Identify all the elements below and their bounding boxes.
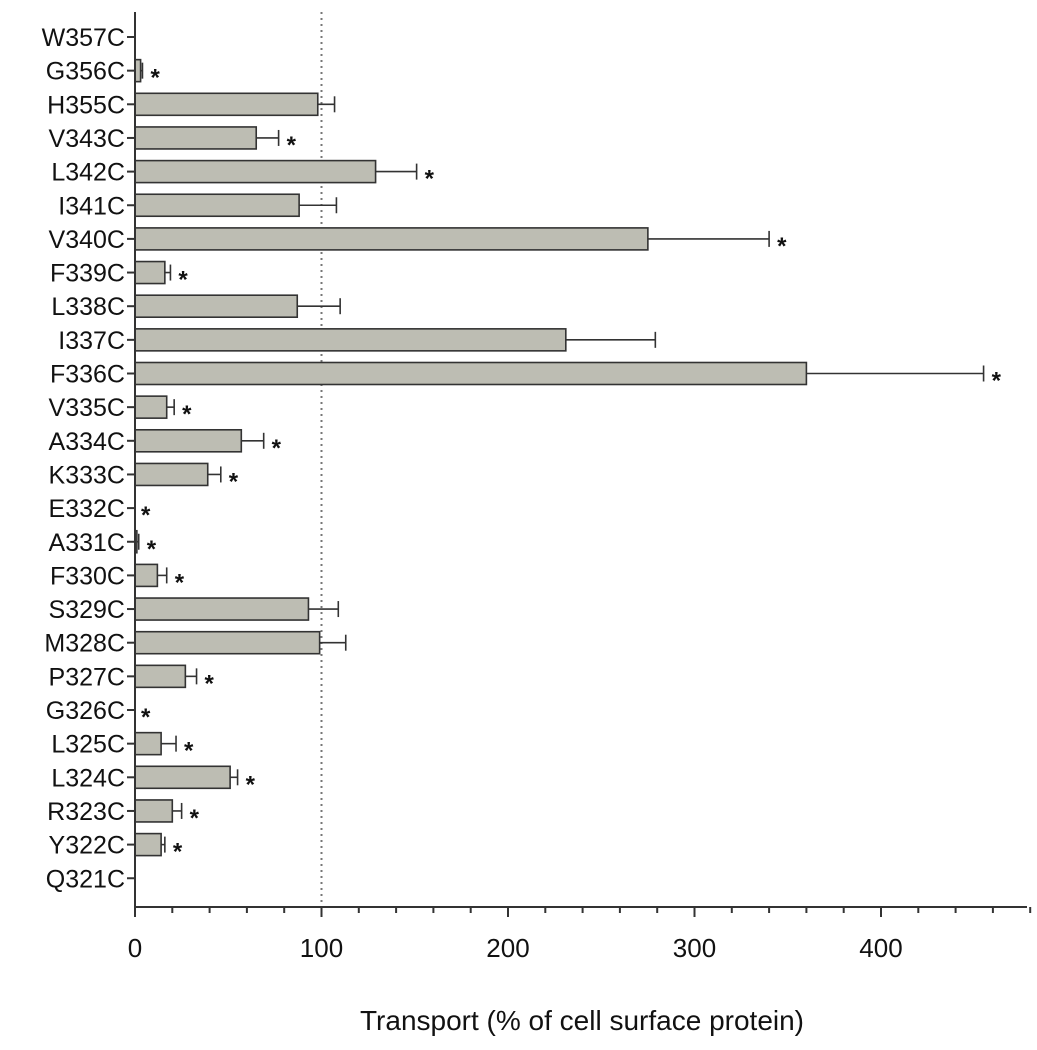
- bar-a334c: [134, 428, 243, 453]
- significance-star-v340c: *: [777, 233, 787, 260]
- x-tick-label-200: 200: [486, 933, 529, 963]
- category-label-p327c: P327C: [49, 663, 125, 691]
- bar-f330c: [134, 563, 159, 588]
- significance-star-l325c: *: [184, 738, 194, 765]
- bar-i337c: [134, 328, 567, 352]
- bar-v340c: [134, 227, 649, 251]
- significance-star-k333c: *: [229, 468, 239, 495]
- category-label-a334c: A334C: [49, 428, 125, 456]
- significance-star-f336c: *: [992, 368, 1002, 395]
- bar-y322c: [134, 832, 162, 857]
- category-label-l324c: L324C: [51, 764, 125, 792]
- bar-v343c: [134, 126, 258, 150]
- bar-v335c: [134, 395, 168, 419]
- category-label-g326c: G326C: [46, 697, 125, 725]
- category-label-l338c: L338C: [51, 293, 125, 321]
- significance-star-g326c: *: [141, 704, 151, 731]
- x-tick-label-100: 100: [300, 933, 343, 963]
- x-axis-title: Transport (% of cell surface protein): [360, 1005, 804, 1036]
- bar-r323c: [134, 799, 174, 823]
- category-label-f336c: F336C: [50, 361, 125, 389]
- bar-l324c: [134, 765, 231, 790]
- category-label-f330c: F330C: [50, 562, 125, 590]
- significance-star-e332c: *: [141, 502, 151, 529]
- bar-s329c: [134, 597, 310, 621]
- bar-l338c: [134, 294, 299, 319]
- bar-f339c: [134, 260, 166, 285]
- axis-layer: 0 100 200 300 400: [127, 12, 1032, 963]
- bar-h355c: [134, 92, 319, 117]
- significance-star-l342c: *: [425, 166, 435, 193]
- bar-f336c: [134, 361, 808, 386]
- category-labels-layer: W357C G356C H355C V343C L342C I341C V340C F339C…: [42, 24, 125, 893]
- x-tick-label-0: 0: [128, 933, 142, 963]
- bar-k333c: [134, 462, 209, 487]
- significance-star-a334c: *: [272, 435, 282, 462]
- category-label-g356c: G356C: [46, 58, 125, 86]
- significance-star-v343c: *: [287, 132, 297, 159]
- significance-star-g356c: *: [150, 65, 160, 92]
- bar-l342c: [134, 159, 377, 184]
- category-label-y322c: Y322C: [49, 832, 125, 860]
- category-label-v335c: V335C: [49, 394, 125, 422]
- category-label-l342c: L342C: [51, 159, 125, 187]
- significance-star-l324c: *: [246, 771, 256, 798]
- bar-p327c: [134, 664, 187, 689]
- category-label-m328c: M328C: [44, 630, 125, 658]
- category-label-a331c: A331C: [49, 529, 125, 557]
- bar-m328c: [134, 630, 321, 655]
- category-label-v343c: V343C: [49, 125, 125, 153]
- significance-star-r323c: *: [190, 805, 200, 832]
- category-label-f339c: F339C: [50, 260, 125, 288]
- bars-layer: * * * * * * * * * * * * * * * * * *: [134, 58, 1002, 866]
- category-label-h355c: H355C: [47, 91, 125, 119]
- category-label-v340c: V340C: [49, 226, 125, 254]
- x-tick-label-400: 400: [859, 933, 902, 963]
- category-label-i341c: I341C: [58, 192, 125, 220]
- significance-star-y322c: *: [173, 839, 183, 866]
- significance-star-p327c: *: [205, 670, 215, 697]
- bar-i341c: [134, 193, 300, 218]
- x-tick-label-300: 300: [673, 933, 716, 963]
- category-label-e332c: E332C: [49, 495, 125, 523]
- bar-l325c: [134, 731, 162, 756]
- category-label-r323c: R323C: [47, 798, 125, 826]
- category-label-s329c: S329C: [49, 596, 125, 624]
- category-label-w357c: W357C: [42, 24, 125, 52]
- significance-star-f330c: *: [175, 569, 185, 596]
- category-label-l325c: L325C: [51, 731, 125, 759]
- significance-star-a331c: *: [147, 536, 157, 563]
- significance-star-v335c: *: [182, 401, 192, 428]
- category-label-q321c: Q321C: [46, 865, 125, 893]
- significance-star-f339c: *: [178, 267, 188, 294]
- category-label-i337c: I337C: [58, 327, 125, 355]
- category-label-k333c: K333C: [49, 461, 125, 489]
